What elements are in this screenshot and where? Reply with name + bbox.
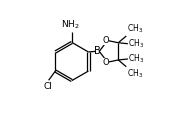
Text: O: O	[102, 58, 109, 67]
Text: CH$_3$: CH$_3$	[127, 67, 143, 80]
Text: Cl: Cl	[44, 82, 52, 91]
Text: NH$_2$: NH$_2$	[61, 18, 80, 31]
Text: O: O	[102, 36, 109, 45]
Text: CH$_3$: CH$_3$	[128, 38, 144, 50]
Text: CH$_3$: CH$_3$	[128, 53, 144, 65]
Text: CH$_3$: CH$_3$	[127, 23, 143, 35]
Text: B: B	[94, 46, 101, 56]
